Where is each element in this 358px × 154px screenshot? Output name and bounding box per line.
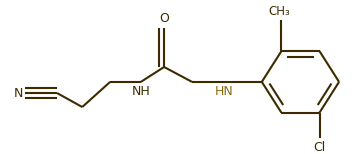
Text: NH: NH [131,85,150,98]
Text: O: O [159,12,169,25]
Text: CH₃: CH₃ [268,5,290,18]
Text: HN: HN [215,85,234,98]
Text: Cl: Cl [313,140,326,154]
Text: N: N [14,87,24,99]
